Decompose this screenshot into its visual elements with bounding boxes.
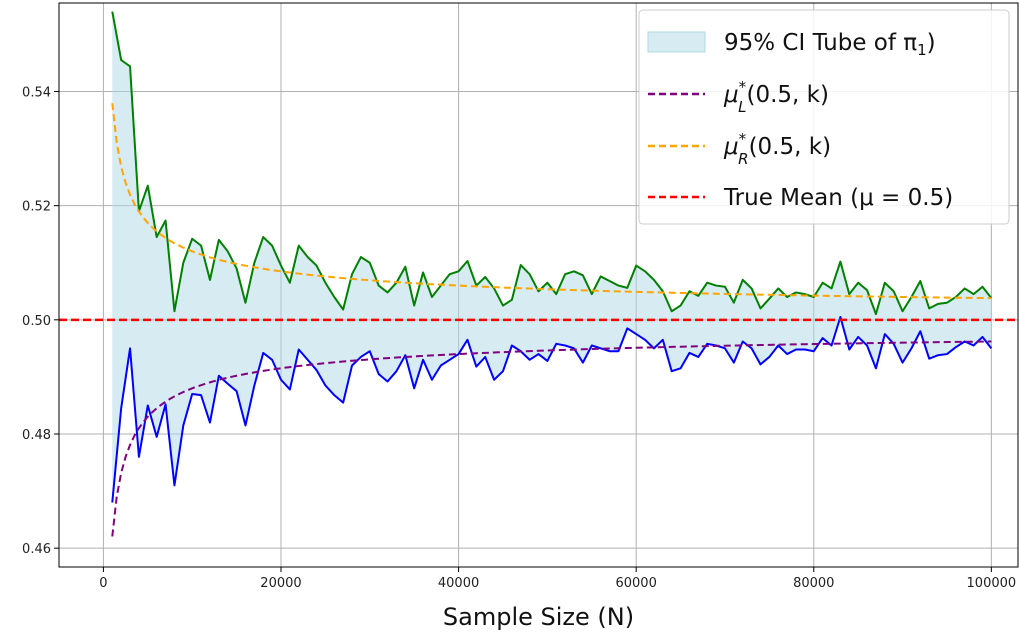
legend: 95% CI Tube of π1)μ* L(0.5, k)μ* R(0.5, k)… — [638, 9, 1010, 225]
legend-label-true-mean: True Mean (μ = 0.5) — [723, 185, 953, 211]
legend-mu-symbol: μ — [723, 134, 739, 160]
x-tick-label-2: 40000 — [438, 576, 479, 591]
axes-frame — [58, 2, 1019, 568]
ci-tube-area — [112, 11, 992, 503]
y-tick-label-1: 0.48 — [22, 428, 51, 443]
legend-mu-suffix: (0.5, k) — [747, 82, 829, 108]
y-tick-label-3: 0.52 — [22, 200, 51, 215]
ci-tube-fill — [112, 11, 992, 503]
axis-ticks: 0 20000 40000 60000 80000 100000 0.46 0.48 0.50 0… — [22, 85, 1016, 591]
x-tick-label-4: 80000 — [793, 576, 834, 591]
legend-label-ci-tube-suffix: ) — [927, 30, 936, 56]
legend-mu-superscript: * — [739, 130, 747, 148]
legend-label-ci-tube: 95% CI Tube of π1) — [724, 30, 936, 59]
x-tick-label-5: 100000 — [967, 576, 1017, 591]
x-tick-label-0: 0 — [99, 576, 107, 591]
legend-mu-suffix: (0.5, k) — [749, 134, 831, 160]
legend-box — [638, 9, 1010, 225]
y-tick-label-4: 0.54 — [22, 85, 51, 100]
legend-mu-symbol: μ — [723, 82, 739, 108]
legend-mu-subscript: R — [738, 150, 748, 168]
x-tick-label-1: 20000 — [260, 576, 301, 591]
lower-bound-line — [111, 315, 993, 503]
mu-r-star-curve — [111, 103, 992, 300]
legend-label-mu-r: μ* R(0.5, k) — [723, 130, 831, 168]
legend-label-mu-l: μ* L(0.5, k) — [723, 78, 829, 116]
y-tick-label-2: 0.50 — [22, 314, 51, 329]
y-tick-label-0: 0.46 — [22, 542, 51, 557]
series-lines — [59, 11, 1018, 537]
legend-mu-subscript: L — [738, 98, 746, 116]
legend-patch-ci-tube — [647, 31, 706, 53]
x-axis-label: Sample Size (N) — [443, 603, 634, 631]
legend-mu-superscript: * — [739, 78, 747, 96]
x-tick-label-3: 60000 — [615, 576, 656, 591]
legend-label-ci-tube-subscript: 1 — [917, 41, 927, 59]
mu-l-star-curve — [111, 340, 992, 537]
plot-frame — [58, 2, 1019, 568]
